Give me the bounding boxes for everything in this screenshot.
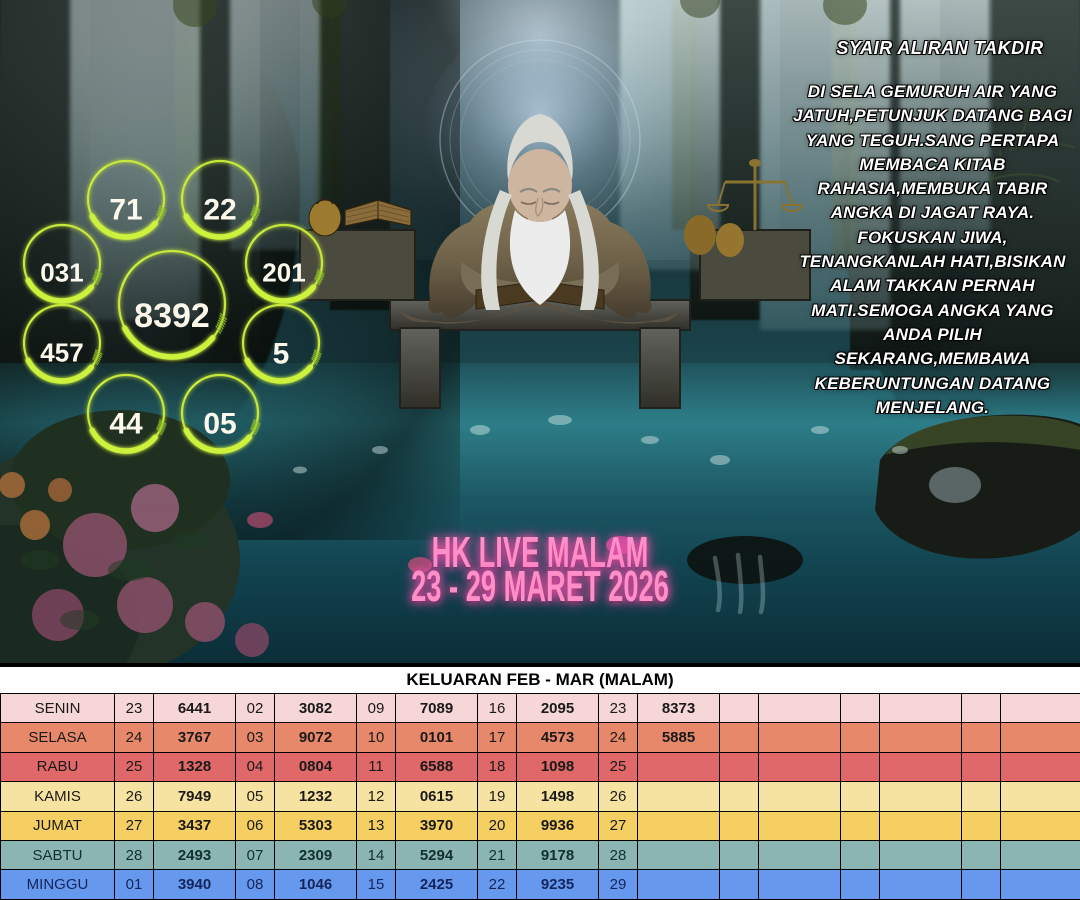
svg-text:5: 5 [273, 337, 290, 370]
svg-text:05: 05 [203, 407, 236, 440]
svg-text:201: 201 [262, 257, 305, 287]
svg-text:8392: 8392 [134, 297, 210, 335]
svg-text:22: 22 [203, 193, 236, 226]
svg-text:44: 44 [109, 407, 143, 440]
svg-text:71: 71 [109, 193, 142, 226]
svg-text:457: 457 [40, 337, 83, 367]
svg-text:031: 031 [40, 257, 83, 287]
